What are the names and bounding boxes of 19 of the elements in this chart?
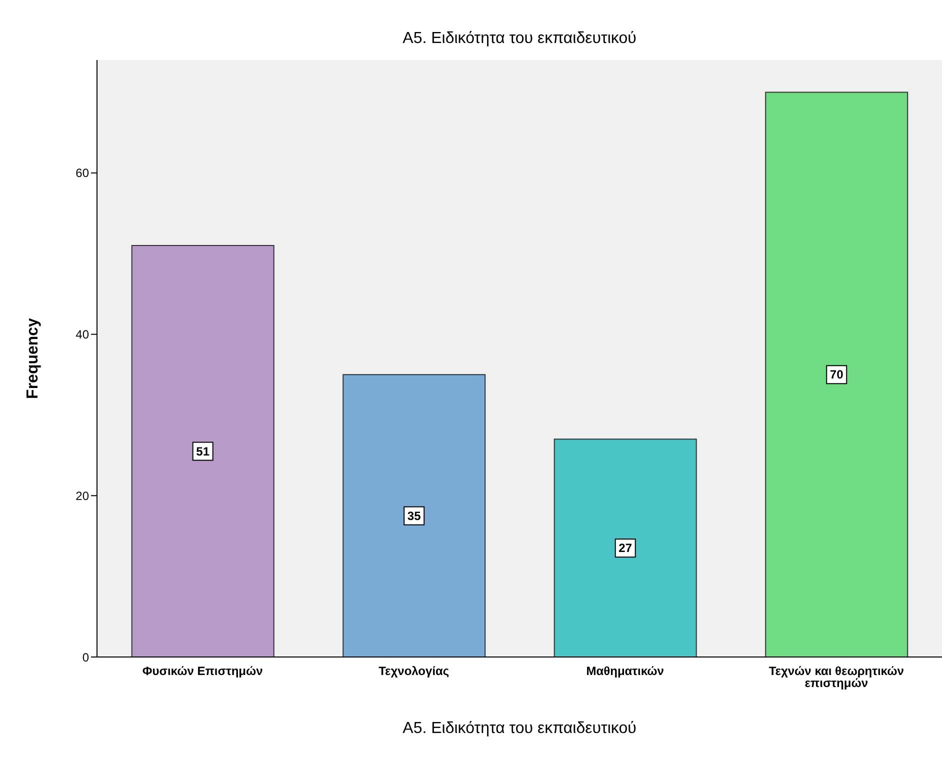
x-tick-label: Τεχνών και θεωρητικών επιστημών <box>768 664 904 690</box>
x-tick-label: Τεχνολογίας <box>378 664 450 678</box>
y-tick-label: 60 <box>76 166 90 180</box>
bar <box>131 245 274 657</box>
x-tick-label: Μαθηματικών <box>586 664 664 678</box>
x-axis-title: Α5. Ειδικότητα του εκπαιδευτικού <box>402 720 638 738</box>
bar <box>765 92 908 657</box>
data-label: 70 <box>830 368 844 382</box>
y-tick-label: 40 <box>76 328 90 342</box>
y-tick-label: 0 <box>82 650 90 664</box>
x-tick-label: Φυσικών Επιστημών <box>142 664 264 678</box>
y-axis-title: Frequency <box>24 318 42 399</box>
bar <box>554 438 697 657</box>
y-tick-label: 20 <box>76 488 90 503</box>
bar <box>342 374 486 657</box>
chart-title: Α5. Ειδικότητα του εκπαιδευτικού <box>402 30 638 48</box>
data-label: 27 <box>618 541 632 556</box>
data-label: 51 <box>196 444 210 458</box>
data-label: 35 <box>407 508 422 523</box>
